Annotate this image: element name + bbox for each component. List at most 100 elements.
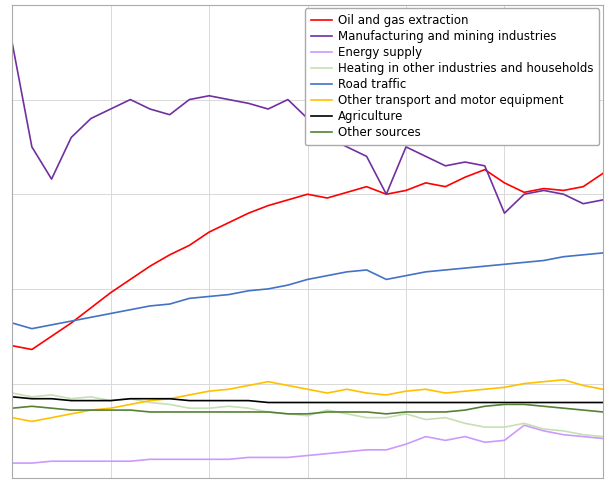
- Oil and gas extraction: [501, 180, 508, 186]
- Line: Other transport and motor equipment: Other transport and motor equipment: [12, 380, 603, 422]
- Oil and gas extraction: [245, 210, 252, 216]
- Other transport and motor equipment: [166, 396, 174, 402]
- Heating in other industries and households: [363, 415, 370, 421]
- Other transport and motor equipment: [403, 388, 410, 394]
- Heating in other industries and households: [580, 432, 587, 438]
- Heating in other industries and households: [599, 434, 607, 440]
- Heating in other industries and households: [186, 405, 193, 411]
- Agriculture: [48, 396, 55, 402]
- Agriculture: [442, 400, 449, 406]
- Oil and gas extraction: [442, 183, 449, 189]
- Energy supply: [127, 458, 134, 464]
- Road traffic: [462, 265, 469, 271]
- Heating in other industries and households: [462, 420, 469, 426]
- Other sources: [580, 407, 587, 413]
- Line: Manufacturing and mining industries: Manufacturing and mining industries: [12, 43, 603, 213]
- Other transport and motor equipment: [422, 386, 429, 392]
- Manufacturing and mining industries: [48, 176, 55, 182]
- Oil and gas extraction: [580, 183, 587, 189]
- Legend: Oil and gas extraction, Manufacturing and mining industries, Energy supply, Heat: Oil and gas extraction, Manufacturing an…: [305, 8, 599, 145]
- Road traffic: [363, 267, 370, 273]
- Road traffic: [599, 250, 607, 256]
- Agriculture: [166, 396, 174, 402]
- Road traffic: [304, 277, 311, 283]
- Agriculture: [245, 398, 252, 404]
- Agriculture: [363, 400, 370, 406]
- Other transport and motor equipment: [146, 398, 153, 404]
- Energy supply: [580, 434, 587, 440]
- Other transport and motor equipment: [560, 377, 567, 383]
- Other sources: [422, 409, 429, 415]
- Oil and gas extraction: [87, 305, 94, 311]
- Manufacturing and mining industries: [245, 101, 252, 106]
- Other sources: [146, 409, 153, 415]
- Heating in other industries and households: [540, 426, 547, 432]
- Oil and gas extraction: [323, 195, 331, 201]
- Road traffic: [442, 267, 449, 273]
- Agriculture: [343, 400, 351, 406]
- Oil and gas extraction: [521, 189, 528, 195]
- Oil and gas extraction: [68, 320, 75, 326]
- Road traffic: [323, 273, 331, 279]
- Road traffic: [127, 307, 134, 313]
- Heating in other industries and households: [501, 424, 508, 430]
- Manufacturing and mining industries: [284, 97, 292, 102]
- Oil and gas extraction: [166, 252, 174, 258]
- Other sources: [599, 409, 607, 415]
- Road traffic: [166, 301, 174, 307]
- Other transport and motor equipment: [382, 392, 390, 398]
- Agriculture: [107, 398, 114, 404]
- Road traffic: [87, 314, 94, 320]
- Agriculture: [462, 400, 469, 406]
- Manufacturing and mining industries: [540, 187, 547, 193]
- Heating in other industries and households: [107, 398, 114, 404]
- Energy supply: [264, 454, 272, 460]
- Heating in other industries and households: [481, 424, 488, 430]
- Line: Energy supply: Energy supply: [12, 425, 603, 463]
- Agriculture: [28, 396, 35, 402]
- Energy supply: [363, 447, 370, 453]
- Energy supply: [540, 428, 547, 434]
- Agriculture: [127, 396, 134, 402]
- Agriculture: [580, 400, 587, 406]
- Manufacturing and mining industries: [87, 116, 94, 122]
- Heating in other industries and households: [304, 413, 311, 419]
- Line: Oil and gas extraction: Oil and gas extraction: [12, 170, 603, 349]
- Manufacturing and mining industries: [304, 116, 311, 122]
- Oil and gas extraction: [540, 185, 547, 191]
- Oil and gas extraction: [205, 229, 213, 235]
- Manufacturing and mining industries: [403, 144, 410, 150]
- Heating in other industries and households: [87, 394, 94, 400]
- Other sources: [382, 411, 390, 417]
- Oil and gas extraction: [186, 243, 193, 248]
- Other transport and motor equipment: [87, 407, 94, 413]
- Manufacturing and mining industries: [481, 163, 488, 169]
- Agriculture: [599, 400, 607, 406]
- Agriculture: [264, 400, 272, 406]
- Other transport and motor equipment: [127, 402, 134, 407]
- Agriculture: [481, 400, 488, 406]
- Agriculture: [403, 400, 410, 406]
- Heating in other industries and households: [521, 420, 528, 426]
- Manufacturing and mining industries: [107, 106, 114, 112]
- Energy supply: [87, 458, 94, 464]
- Road traffic: [403, 273, 410, 279]
- Oil and gas extraction: [225, 220, 233, 225]
- Oil and gas extraction: [560, 187, 567, 193]
- Line: Agriculture: Agriculture: [12, 397, 603, 403]
- Other sources: [363, 409, 370, 415]
- Road traffic: [521, 260, 528, 265]
- Other transport and motor equipment: [205, 388, 213, 394]
- Energy supply: [521, 422, 528, 428]
- Line: Heating in other industries and households: Heating in other industries and househol…: [12, 393, 603, 437]
- Road traffic: [343, 269, 351, 275]
- Road traffic: [501, 262, 508, 267]
- Energy supply: [107, 458, 114, 464]
- Energy supply: [501, 437, 508, 443]
- Other transport and motor equipment: [580, 383, 587, 388]
- Other sources: [403, 409, 410, 415]
- Heating in other industries and households: [284, 411, 292, 417]
- Energy supply: [462, 434, 469, 440]
- Energy supply: [68, 458, 75, 464]
- Other sources: [323, 409, 331, 415]
